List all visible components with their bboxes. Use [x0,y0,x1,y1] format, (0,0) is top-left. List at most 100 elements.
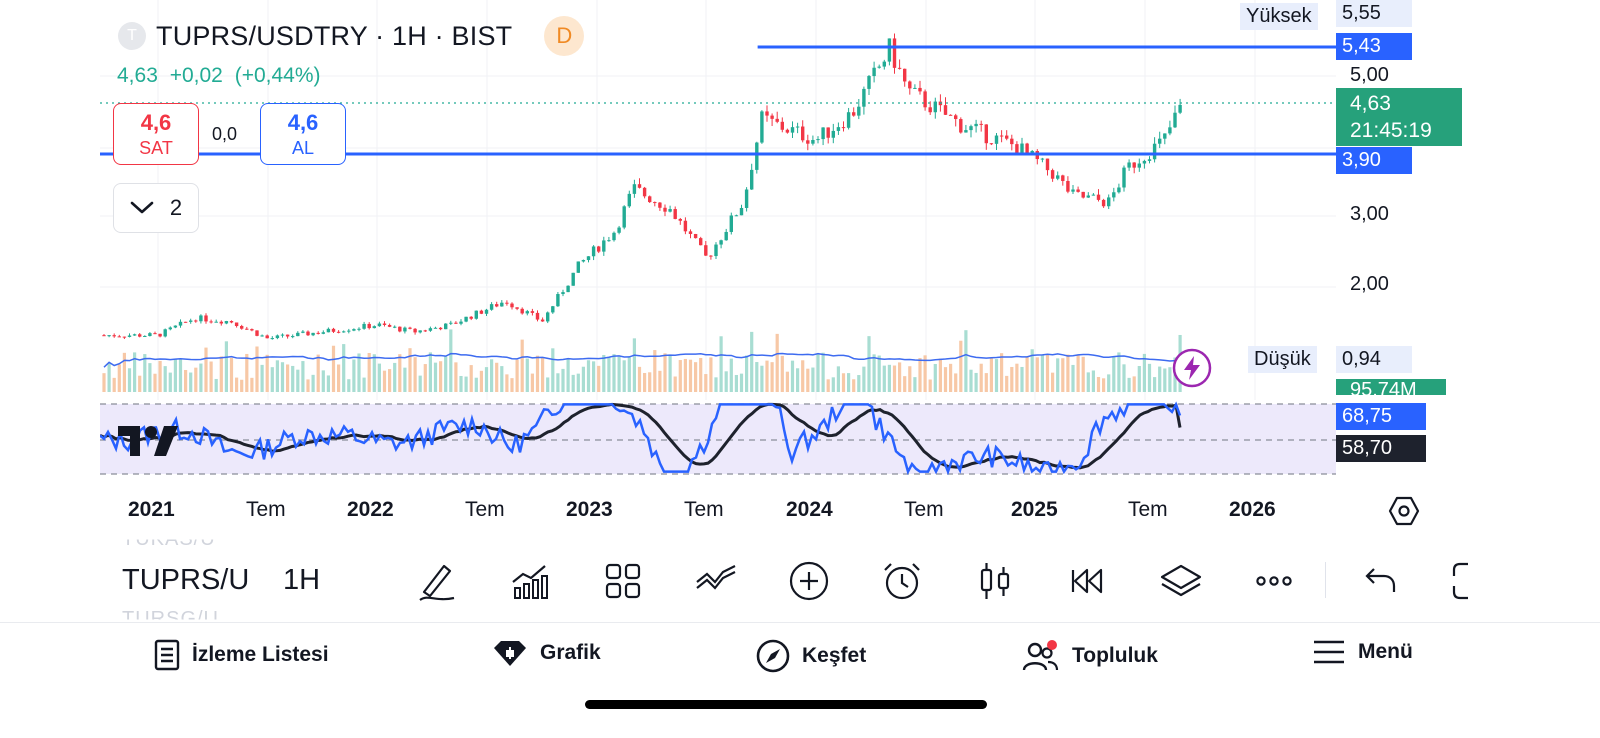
volume-bar [637,366,642,392]
volume-bar [811,367,815,392]
fullscreen-icon[interactable] [1440,558,1472,604]
candle [438,327,443,330]
price-chart[interactable] [100,0,1472,550]
volume-bar [928,379,932,392]
volume-bar [612,354,616,392]
volume-bar [388,369,392,392]
replay-icon[interactable] [1065,558,1111,604]
tab-label: Topluluk [1072,644,1158,667]
volume-bar [444,356,448,392]
candle [882,61,886,67]
volume-bar [214,378,218,392]
compare-icon[interactable] [693,558,739,604]
candle [1030,150,1034,153]
candle [331,328,336,332]
volume-bar [831,377,835,392]
candle [581,260,586,262]
tab-watchlist[interactable]: İzleme Listesi [154,639,329,671]
candle [444,323,448,330]
buy-button[interactable]: 4,6 AL [260,103,346,165]
time-label-tem: Tem [246,498,286,521]
candle [571,272,575,286]
lower-line-price[interactable]: 3,90 [1336,147,1412,174]
candle [801,126,805,141]
candle [1091,194,1096,196]
candles-icon[interactable] [972,558,1018,604]
candle [1005,135,1009,139]
volume-bar [653,350,657,392]
volume-bar [592,361,596,392]
time-label-2026: 2026 [1229,498,1276,521]
sell-button[interactable]: 4,6 SAT [113,103,199,165]
volume-bar [250,377,254,392]
indicators-icon[interactable] [507,558,553,604]
drawing-tool-icon[interactable] [414,558,460,604]
chart-area[interactable] [100,0,1472,550]
volume-bar [923,355,927,392]
candle [474,310,478,319]
low-label: Düşük [1248,346,1317,373]
layers-icon[interactable] [1158,558,1204,604]
tab-menu[interactable]: Menü [1312,639,1413,665]
candle [918,87,922,92]
upper-line-price[interactable]: 5,43 [1336,33,1412,60]
volume-bar [484,367,489,392]
high-label: Yüksek [1240,3,1318,30]
volume-bar [495,362,499,392]
volume-bar [112,377,116,392]
candle [214,321,218,323]
flash-icon[interactable] [1172,348,1212,388]
volume-bar [418,375,422,392]
candle [739,207,744,216]
chart-settings-icon[interactable] [1388,496,1420,526]
toolbar-symbol[interactable]: TUPRS/U [122,564,250,596]
volume-bar [694,362,698,392]
volume-bar [433,362,438,392]
volume-bar [1137,366,1141,392]
tab-explore[interactable]: Keşfet [756,639,866,673]
candle [729,215,733,232]
tab-chart[interactable]: Grafik [492,639,601,667]
candle [841,127,846,129]
candle [892,38,897,68]
volume-bar [801,360,805,392]
layout-grid-icon[interactable] [600,558,646,604]
more-icon[interactable] [1251,558,1297,604]
add-icon[interactable] [786,558,832,604]
volume-bar [668,354,672,392]
tab-community[interactable]: Topluluk [1022,639,1158,673]
candle [688,231,693,234]
volume-bar [974,372,978,392]
volume-bar [571,374,575,392]
delayed-badge[interactable]: D [544,16,585,56]
volume-bar [1096,376,1101,392]
toolbar-interval[interactable]: 1H [283,564,321,596]
candle [857,106,861,116]
volume-bar [887,364,891,392]
candle [602,240,606,252]
symbol-title[interactable]: TUPRS/USDTRY · 1H · BIST [156,20,513,51]
volume-bar [428,352,432,392]
candle [1086,195,1090,198]
candle [1163,133,1167,139]
candle [622,206,626,228]
time-label-tem: Tem [465,498,505,521]
volume-bar [1045,354,1050,392]
candle [734,215,739,217]
volume-bar [454,362,458,392]
volume-bar [199,363,203,392]
candle [224,321,229,324]
candle [1015,144,1019,154]
volume-bar [1005,375,1009,392]
candle [153,333,157,335]
undo-icon[interactable] [1356,558,1402,604]
alarm-clock-icon[interactable] [879,558,925,604]
volume-bar [632,338,636,392]
candle [1076,189,1080,192]
candle [933,101,937,113]
volume-bar [898,362,902,392]
indicators-toggle[interactable]: 2 [113,183,199,233]
volume-bar [1030,349,1034,392]
candle [1137,163,1141,168]
volume-bar [490,359,494,392]
